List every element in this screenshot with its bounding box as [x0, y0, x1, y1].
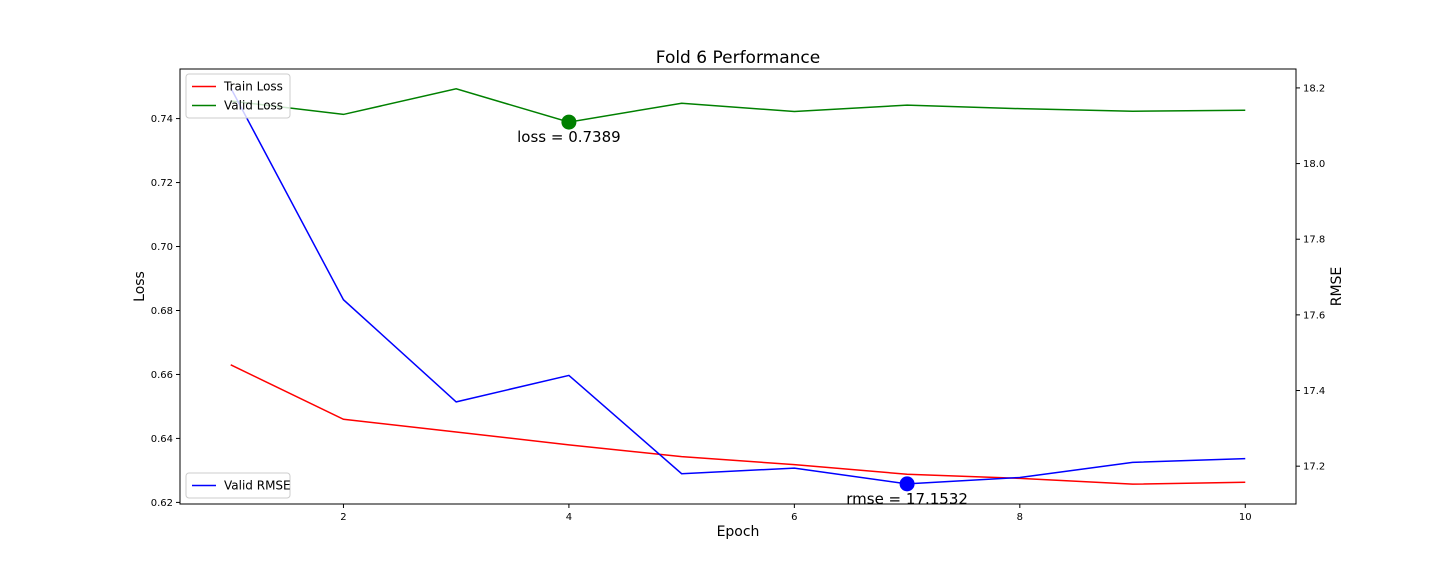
y-tick-label: 0.70	[151, 242, 173, 253]
x-tick-label: 6	[791, 512, 797, 523]
x-tick-label: 8	[1017, 512, 1023, 523]
y-axis-label: Loss	[132, 271, 148, 302]
annotation-label-2: rmse = 17.1532	[846, 490, 968, 508]
legend-2: Valid RMSE	[185, 472, 291, 499]
annotation-marker-2	[899, 476, 915, 492]
x-axis-label: Epoch	[717, 524, 760, 540]
legend-label-valid-rmse: Valid RMSE	[224, 479, 291, 493]
series-line-valid-rmse	[230, 87, 1246, 485]
y2-tick-label: 17.2	[1303, 462, 1325, 473]
y2-tick-label: 18.2	[1303, 83, 1325, 94]
plot-area: loss = 0.7389 rmse = 17.1532 2 4 6 8 10 0.62 0.6…	[151, 68, 1325, 523]
annotation-marker-1	[561, 114, 577, 130]
legend-label-train-loss: Train Loss	[223, 80, 283, 94]
y-tick-label: 0.66	[151, 370, 173, 381]
annotation-label-1: loss = 0.7389	[517, 128, 621, 146]
x-tick-label: 4	[566, 512, 572, 523]
y-tick-label: 0.62	[151, 498, 173, 509]
x-tick-label: 10	[1239, 512, 1252, 523]
y2-tick-label: 17.8	[1303, 235, 1325, 246]
y2-axis-label: RMSE	[1329, 267, 1345, 307]
y2-tick-label: 18.0	[1303, 159, 1325, 170]
y2-tick-label: 17.4	[1303, 386, 1325, 397]
y-tick-label: 0.64	[151, 434, 173, 445]
series-line-valid-loss	[230, 88, 1246, 123]
legend-1: Train Loss Valid Loss	[185, 73, 291, 119]
x-tick-label: 2	[340, 512, 346, 523]
legend-box	[185, 73, 291, 119]
series-line-train-loss	[230, 364, 1246, 485]
chart-title: Fold 6 Performance	[656, 48, 820, 68]
legend-box	[185, 472, 291, 499]
y2-tick-label: 17.6	[1303, 310, 1325, 321]
legend-label-valid-loss: Valid Loss	[224, 99, 283, 113]
plot-frame	[179, 68, 1297, 505]
y-tick-label: 0.68	[151, 306, 173, 317]
y-tick-label: 0.74	[151, 114, 173, 125]
y-tick-label: 0.72	[151, 178, 173, 189]
